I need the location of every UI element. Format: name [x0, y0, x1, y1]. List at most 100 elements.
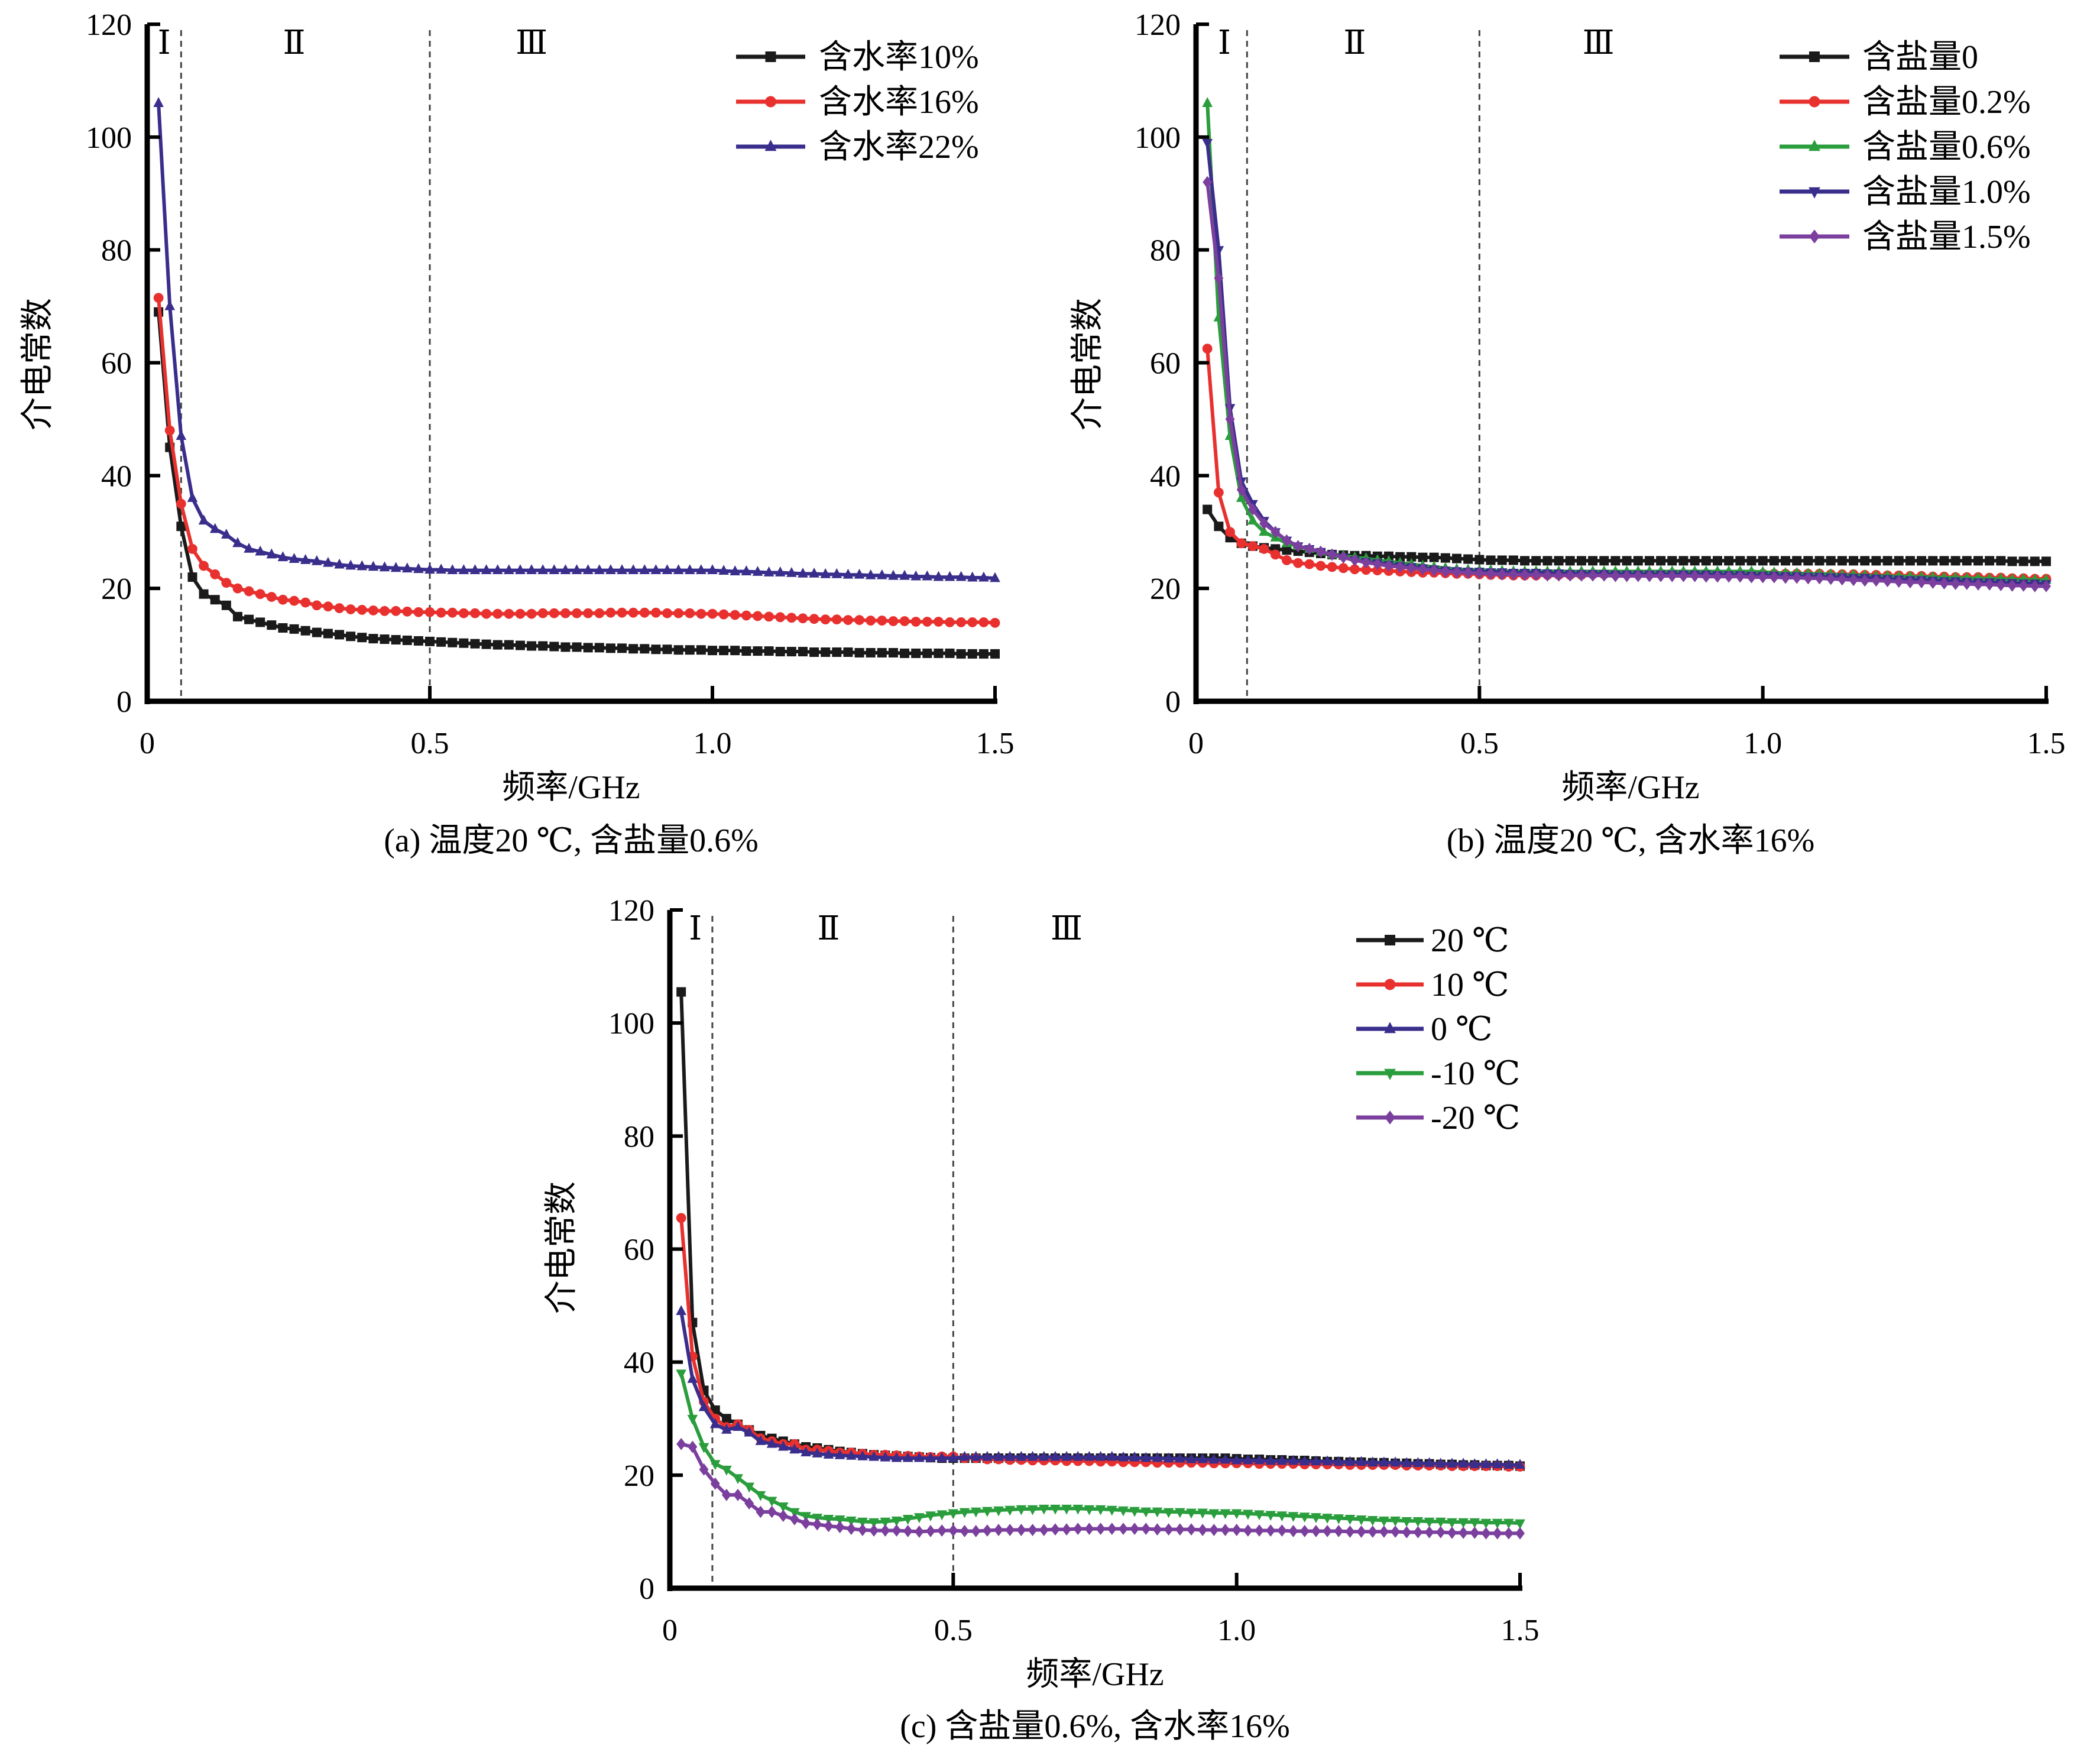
data-point — [1599, 556, 1609, 566]
data-point — [2041, 556, 2051, 566]
data-point — [809, 614, 819, 624]
data-point — [696, 608, 707, 619]
data-point — [266, 548, 277, 559]
data-point — [1792, 556, 1802, 566]
data-point — [789, 1512, 799, 1525]
data-point — [990, 617, 1000, 628]
data-point — [1860, 574, 1870, 587]
region-label-3: Ⅲ — [1051, 911, 1083, 947]
data-point — [821, 647, 831, 657]
data-point — [798, 647, 808, 657]
data-point — [1096, 1523, 1106, 1536]
data-point — [1781, 571, 1791, 584]
data-point — [1633, 556, 1643, 566]
data-point — [1259, 543, 1269, 554]
data-point — [888, 569, 899, 580]
data-point — [232, 537, 243, 548]
data-point — [1356, 1515, 1367, 1525]
data-point — [944, 571, 955, 581]
data-point — [1701, 570, 1711, 583]
series-line-2 — [679, 1217, 1520, 1469]
data-point — [1814, 572, 1824, 585]
data-point — [504, 564, 514, 575]
data-point — [436, 563, 446, 574]
data-point — [469, 564, 481, 575]
data-point — [1622, 569, 1632, 582]
data-point — [753, 646, 763, 656]
data-point — [1402, 1525, 1412, 1539]
data-point — [880, 1517, 891, 1528]
data-point — [312, 600, 322, 611]
data-point — [2030, 579, 2040, 592]
data-point — [549, 642, 559, 652]
plot-area-a: Ⅰ Ⅱ Ⅲ 0 20 40 60 80 100 120 0 0.5 1.0 1.5 — [86, 8, 1015, 760]
data-point — [515, 564, 526, 575]
data-point — [1140, 1452, 1152, 1462]
data-point — [1803, 572, 1813, 585]
legend-c: 20 ℃ 10 ℃ 0 ℃ -10 ℃ -20 ℃ — [1356, 922, 1520, 1136]
data-point — [1769, 571, 1779, 584]
data-point — [537, 564, 548, 575]
data-point — [1255, 1524, 1265, 1537]
data-point — [1247, 503, 1258, 516]
data-point — [1712, 556, 1722, 566]
data-point — [605, 643, 615, 653]
data-point — [1849, 574, 1859, 587]
data-point — [1311, 1513, 1321, 1523]
legend-label: 含盐量1.5% — [1862, 219, 2031, 255]
data-point — [662, 644, 672, 655]
data-point — [1028, 1524, 1038, 1536]
legend-item: 含盐量1.0% — [1780, 174, 2031, 210]
data-point — [1016, 1450, 1027, 1461]
data-point — [255, 545, 265, 556]
x-axis-label-c: 频率/GHz — [1026, 1656, 1164, 1693]
data-point — [1344, 1456, 1356, 1466]
data-point — [2007, 556, 2017, 566]
data-point — [880, 1451, 891, 1462]
region-label-1: Ⅰ — [1218, 25, 1231, 61]
data-point — [801, 1512, 811, 1523]
data-point — [1871, 574, 1881, 587]
data-point — [1050, 1504, 1061, 1515]
data-point — [1458, 1458, 1469, 1468]
data-point — [1232, 1524, 1242, 1536]
data-point — [955, 571, 967, 581]
data-point — [1350, 554, 1360, 566]
data-point — [1016, 1505, 1027, 1515]
data-point — [774, 566, 786, 576]
data-point — [764, 646, 774, 656]
data-point — [1905, 576, 1915, 589]
legend-marker — [1385, 1110, 1395, 1125]
data-point — [323, 629, 333, 639]
data-point — [176, 498, 186, 509]
data-point — [1678, 569, 1689, 582]
data-point — [752, 566, 763, 576]
data-point — [2041, 579, 2051, 592]
data-point — [459, 638, 469, 648]
data-point — [357, 560, 368, 571]
legend-marker — [1809, 187, 1820, 199]
data-point — [380, 634, 390, 644]
data-point — [458, 564, 469, 575]
data-point — [1939, 556, 1949, 566]
data-point — [640, 644, 650, 654]
data-point — [1220, 1509, 1231, 1520]
data-point — [413, 563, 424, 574]
data-point — [1492, 1518, 1503, 1529]
data-point — [1175, 1452, 1185, 1463]
data-point — [1214, 522, 1224, 532]
data-point — [1622, 556, 1632, 566]
data-point — [1027, 1450, 1038, 1461]
data-point — [199, 561, 209, 571]
data-point — [1407, 552, 1417, 562]
data-point — [676, 987, 686, 997]
data-point — [1038, 1450, 1049, 1461]
data-point — [684, 564, 695, 575]
data-point — [945, 617, 955, 627]
data-point — [1039, 1524, 1049, 1536]
data-point — [733, 1474, 743, 1485]
data-point — [1281, 555, 1292, 565]
data-point — [1515, 1527, 1525, 1540]
data-point — [1492, 1527, 1502, 1540]
data-point — [368, 561, 379, 571]
